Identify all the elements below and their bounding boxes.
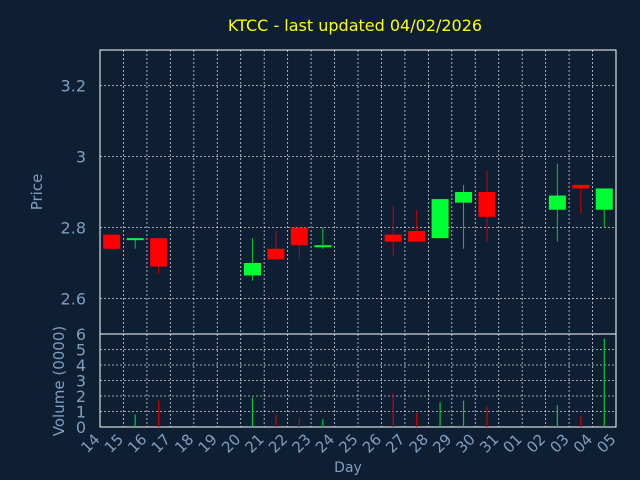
candle-body [548,195,566,210]
candle-body [478,192,496,217]
candle-body [150,238,168,267]
candle [431,199,449,239]
candle [243,238,261,281]
candle [595,188,613,228]
candle-body [431,199,449,239]
candle-body [408,231,426,242]
candle-body [126,238,144,241]
candle-body [384,234,402,242]
candle-body [595,188,613,210]
price-tick-label: 2.8 [61,219,86,238]
volume-axis-label: Volume (0000) [50,326,68,436]
candle [150,238,168,274]
chart-title: KTCC - last updated 04/02/2026 [228,16,482,35]
candle [267,231,285,260]
candle [408,209,426,242]
volume-tick-label: 4 [76,356,86,375]
volume-series [134,338,605,427]
x-axis-label: Day [334,460,362,476]
candle-body [572,184,590,189]
candle-body [103,234,121,249]
candle-body [314,245,332,248]
candle-body [267,248,285,260]
candle [384,206,402,256]
candle [455,184,473,249]
volume-grid [99,333,617,428]
candlestick-series [103,163,613,281]
candle [572,184,590,214]
candle [290,227,308,260]
price-tick-label: 3.2 [61,77,86,96]
volume-tick-label: 5 [76,341,86,360]
candle-body [455,192,473,203]
volume-tick-label: 3 [76,372,86,391]
candle [478,170,496,242]
volume-tick-label: 0 [76,418,86,437]
volume-tick-label: 1 [76,403,86,422]
candle-body [243,263,261,276]
candle [126,238,144,249]
volume-tick-label: 2 [76,387,86,406]
price-axis-label: Price [28,174,46,211]
price-tick-label: 3 [76,148,86,167]
candle-body [290,227,308,246]
price-grid [99,49,617,335]
candle [314,227,332,249]
price-tick-label: 2.6 [61,290,86,309]
candle [103,234,121,249]
candle [548,163,566,242]
volume-tick-label: 6 [76,325,86,344]
